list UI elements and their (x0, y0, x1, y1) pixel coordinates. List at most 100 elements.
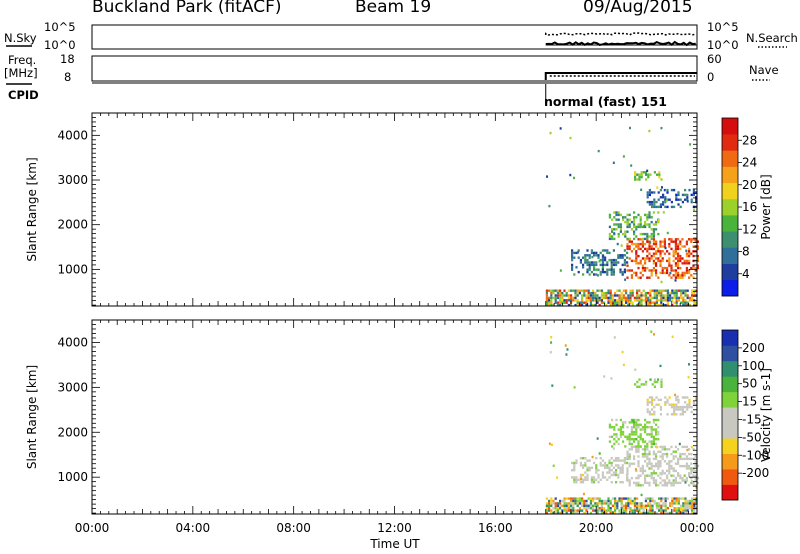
noise-cell (591, 255, 594, 259)
colorbar-cell (722, 198, 738, 216)
noise-cell (656, 186, 659, 189)
y-tick-label: 3000 (57, 173, 88, 187)
freq-right-tick-top: 60 (707, 52, 722, 66)
colorbar-tick-label: 8 (742, 245, 750, 259)
y-axis-label: Slant Range [km] (25, 157, 39, 261)
y-axis-label: Slant Range [km] (25, 365, 39, 469)
scatter-ionospheric-scatter (571, 249, 629, 276)
scatter-ionospheric-scatter (626, 445, 699, 487)
noise-cell (687, 376, 690, 379)
colorbar-tick-label: 200 (742, 341, 765, 355)
y-tick-label: 3000 (57, 380, 88, 394)
freq-right-tick-bottom: 0 (707, 70, 715, 84)
noise-cell (598, 260, 601, 263)
noise-cell (634, 468, 637, 471)
colorbar-cell (722, 330, 738, 346)
sky-right-tick-top: 10^5 (707, 20, 739, 34)
scatter-ionospheric-scatter (646, 396, 698, 416)
noise-cell (582, 492, 585, 496)
noise-cell (690, 479, 693, 483)
y-tick-label: 4000 (57, 335, 88, 349)
freq-unit-label: [MHz] (4, 66, 38, 80)
noise-cell (597, 149, 600, 153)
scatter-ionospheric-scatter (634, 378, 663, 388)
noise-cell (591, 455, 594, 459)
x-tick-label: 04:00 (176, 521, 211, 535)
noise-cell (631, 419, 634, 422)
colorbar-cell (722, 166, 738, 184)
colorbar-tick-label: 4 (742, 267, 750, 281)
colorbar-label: Velocity [m s-1] (759, 368, 773, 462)
n-sky-line (545, 40, 696, 47)
cpid-label: CPID (8, 88, 39, 102)
noise-cell (664, 246, 667, 250)
noise-cell (630, 164, 633, 167)
sky-right-tick-bottom: 10^0 (707, 38, 739, 52)
colorbar-tick-label: 12 (742, 222, 757, 236)
x-tick-label: 00:00 (680, 521, 715, 535)
colorbar-cell (722, 345, 738, 362)
noise-cell (676, 395, 679, 398)
noise-cell (648, 129, 651, 133)
noise-cell (550, 341, 553, 344)
noise-cell (689, 143, 692, 146)
noise-cell (620, 244, 623, 247)
date-label: 09/Aug/2015 (583, 0, 693, 17)
colorbar-cell (722, 231, 738, 248)
noise-cell (660, 473, 663, 476)
noise-cell (686, 200, 689, 203)
colorbar-frame (721, 329, 739, 501)
noise-cell (548, 442, 551, 445)
colorbar-tick-label: -50 (742, 430, 762, 444)
noise-cell (687, 363, 690, 366)
noise-cell (671, 335, 674, 338)
noise-cell (629, 126, 632, 130)
noise-cell (552, 464, 555, 467)
noise-cell (660, 280, 663, 284)
power-panel (91, 112, 742, 307)
noise-cell (548, 204, 551, 208)
noise-cell (684, 481, 687, 484)
colorbar-cell (722, 134, 738, 151)
noise-cell (613, 336, 616, 339)
noise-cell (546, 175, 549, 178)
noise-cell (685, 249, 688, 253)
colorbar-cell (722, 360, 738, 377)
noise-cell (663, 188, 666, 192)
y-tick-label: 2000 (57, 425, 88, 439)
noise-cell (549, 131, 552, 135)
noise-cell (650, 330, 653, 333)
nave-label: Nave (749, 63, 779, 77)
colorbar-cell (722, 422, 738, 439)
noise-cell (612, 161, 615, 165)
y-tick-label: 4000 (57, 128, 88, 142)
noise-cell (624, 278, 627, 281)
colorbar-tick-label: 100 (742, 359, 765, 373)
colorbar-cell (722, 118, 738, 135)
x-axis-label: Time UT (369, 537, 420, 551)
noise-cell (640, 188, 643, 191)
noise-cell (550, 443, 553, 447)
colorbar-label: Power [dB] (759, 174, 773, 239)
noise-cell (690, 445, 693, 449)
site-title: Buckland Park (fitACF) (92, 0, 282, 17)
y-tick-label: 1000 (57, 470, 88, 484)
y-tick-label: 1000 (57, 262, 88, 276)
colorbar-tick-label: 20 (742, 178, 757, 192)
noise-cell (643, 224, 646, 228)
noise-cell (577, 251, 580, 254)
x-tick-label: 16:00 (478, 521, 513, 535)
noise-cell (613, 232, 616, 235)
x-tick-label: 00:00 (75, 521, 110, 535)
colorbar-tick-label: 28 (742, 133, 757, 147)
freq-left-tick-bottom: 8 (64, 70, 72, 84)
noise-cell (634, 368, 637, 371)
noise-cell (565, 353, 568, 356)
freq-panel-frame (91, 55, 698, 82)
noise-cell (660, 126, 663, 130)
noise-cell (559, 269, 562, 272)
y-tick-label: 2000 (57, 218, 88, 232)
power-frame (91, 112, 698, 307)
colorbar-cell (722, 376, 738, 393)
